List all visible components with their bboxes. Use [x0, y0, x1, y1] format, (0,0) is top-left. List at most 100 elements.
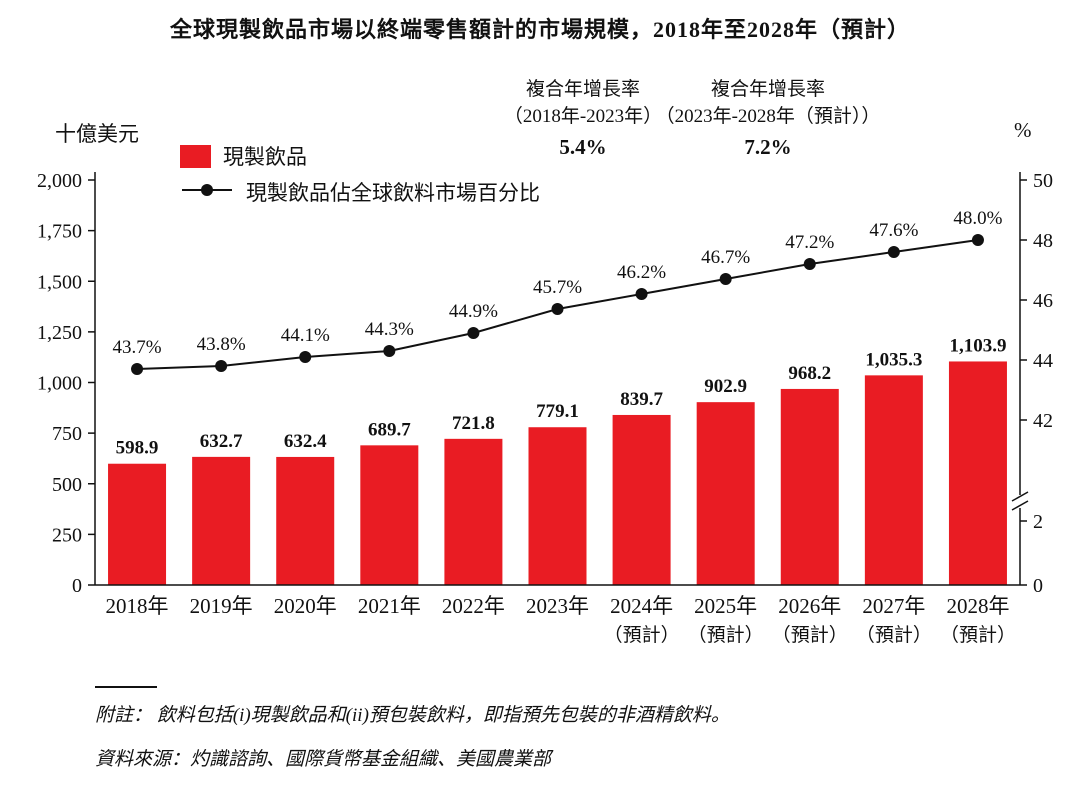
chart-plot-area: 598.9 632.7 632.4 689.7 721.8 779.1 839.7 902.9…: [37, 170, 1053, 646]
line-value-label: 46.7%: [701, 247, 750, 268]
left-axis-tick-label: 2,000: [37, 170, 82, 192]
x-axis-sublabel: （預計）: [772, 624, 848, 646]
line-value-label: 48.0%: [953, 208, 1002, 229]
cagr-annotation-2023-2028: 複合年增長率 （2023年-2028年（預計）） 7.2%: [656, 76, 881, 161]
right-axis-tick-label: 44: [1033, 350, 1053, 372]
legend-item-bar: 現製飲品: [180, 142, 540, 170]
bar-value-label: 968.2: [788, 363, 831, 384]
bar-value-label: 1,035.3: [865, 349, 922, 370]
x-axis-sublabel: （預計）: [856, 624, 932, 646]
bar-legend-label: 現製飲品: [223, 145, 307, 169]
left-axis-tick-label: 1,000: [37, 373, 82, 395]
cagr-value: 5.4%: [559, 135, 607, 159]
line-value-label: 44.3%: [365, 319, 414, 340]
bar-value-label: 632.7: [200, 431, 243, 452]
footnote-divider: [95, 686, 157, 688]
bar-value-label: 902.9: [704, 376, 747, 397]
line-point-2019年: [215, 360, 228, 372]
x-axis-label: 2025年: [694, 594, 757, 618]
chart-legend: 現製飲品 現製飲品佔全球飲料市場百分比: [180, 142, 540, 214]
cagr-label: 複合年增長率: [525, 79, 641, 100]
right-axis-tick-label: 2: [1033, 511, 1043, 533]
line-point-2022年: [467, 327, 480, 339]
left-axis-tick-label: 1,250: [37, 322, 82, 344]
chart-title: 全球現製飲品市場以終端零售額計的市場規模，2018年至2028年（預計）: [169, 17, 910, 42]
line-point-2025年: [719, 273, 732, 285]
line-value-label: 47.2%: [785, 232, 834, 253]
x-axis-sublabel: （預計）: [604, 624, 680, 646]
cagr-annotation-2018-2023: 複合年增長率 （2018年-2023年） 5.4%: [504, 76, 662, 161]
axis-break-mark: [1011, 491, 1029, 502]
axis-break-gap: [1018, 495, 1022, 508]
bar-2025年: [696, 402, 755, 585]
line-value-label: 44.9%: [449, 301, 498, 322]
cagr-label: 複合年增長率: [710, 79, 826, 100]
x-axis-label: 2022年: [442, 594, 505, 618]
x-axis-sublabel: （預計）: [940, 624, 1016, 646]
bar-value-label: 689.7: [368, 419, 411, 440]
left-axis-tick-label: 0: [72, 575, 82, 597]
line-value-label: 47.6%: [869, 220, 918, 241]
right-axis-tick-label: 46: [1033, 290, 1053, 312]
bar-2019年: [192, 456, 251, 585]
line-point-2024年: [635, 288, 648, 300]
right-axis-tick-label: 50: [1033, 170, 1053, 192]
line-point-2027年: [887, 246, 900, 258]
x-axis-sublabel: （預計）: [688, 624, 764, 646]
cagr-period: （2023年-2028年（預計））: [655, 106, 881, 127]
x-axis-label: 2026年: [778, 594, 841, 618]
left-axis-tick-label: 250: [52, 524, 82, 546]
line-legend-label: 現製飲品佔全球飲料市場百分比: [246, 181, 540, 205]
line-point-2021年: [383, 345, 396, 357]
line-value-label: 44.1%: [281, 325, 330, 346]
left-axis-tick-label: 750: [52, 423, 82, 445]
bar-2021年: [360, 445, 419, 585]
line-value-label: 46.2%: [617, 262, 666, 283]
right-axis-tick-label: 48: [1033, 230, 1053, 252]
bar-2026年: [780, 388, 839, 585]
left-axis-tick-label: 1,500: [37, 271, 82, 293]
line-point-2018年: [131, 363, 144, 375]
line-legend-marker-icon: [182, 183, 232, 196]
axis-break-mark: [1011, 500, 1029, 511]
line-legend-marker: [180, 182, 234, 203]
line-point-2028年: [971, 234, 984, 246]
x-axis-label: 2024年: [610, 594, 673, 618]
left-axis-tick-label: 1,750: [37, 221, 82, 243]
bar-value-label: 721.8: [452, 413, 495, 434]
bar-value-label: 598.9: [116, 438, 159, 459]
x-axis-label: 2018年: [106, 594, 169, 618]
line-value-label: 43.7%: [113, 337, 162, 358]
x-axis-label: 2023年: [526, 594, 589, 618]
right-axis-tick-label: 0: [1033, 575, 1043, 597]
cagr-period: （2018年-2023年）: [503, 106, 663, 127]
bar-value-label: 839.7: [620, 389, 663, 410]
line-point-2020年: [299, 351, 312, 363]
line-value-label: 43.8%: [197, 334, 246, 355]
x-axis-label: 2027年: [862, 594, 925, 618]
right-axis-tick-label: 42: [1033, 410, 1053, 432]
bar-2028年: [948, 361, 1007, 585]
bar-2023年: [528, 427, 587, 585]
left-axis-unit-label: 十億美元: [55, 122, 139, 146]
line-point-2026年: [803, 258, 816, 270]
bar-2018年: [108, 463, 167, 585]
bar-2027年: [864, 375, 923, 585]
x-axis-label: 2020年: [274, 594, 337, 618]
left-axis-tick-label: 500: [52, 474, 82, 496]
bar-2022年: [444, 438, 503, 585]
cagr-value: 7.2%: [744, 135, 792, 159]
bar-2024年: [612, 414, 671, 585]
line-value-label: 45.7%: [533, 277, 582, 298]
right-axis-unit-label: %: [1014, 118, 1032, 142]
bar-value-label: 779.1: [536, 401, 579, 422]
x-axis-label: 2019年: [190, 594, 253, 618]
bar-legend-swatch: [180, 144, 211, 168]
data-source: 資料來源：灼識諮詢、國際貨幣基金組織、美國農業部: [95, 749, 552, 770]
line-point-2023年: [551, 303, 564, 315]
bar-2020年: [276, 456, 335, 585]
x-axis-label: 2028年: [946, 594, 1009, 618]
bar-value-label: 1,103.9: [949, 335, 1006, 356]
x-axis-label: 2021年: [358, 594, 421, 618]
